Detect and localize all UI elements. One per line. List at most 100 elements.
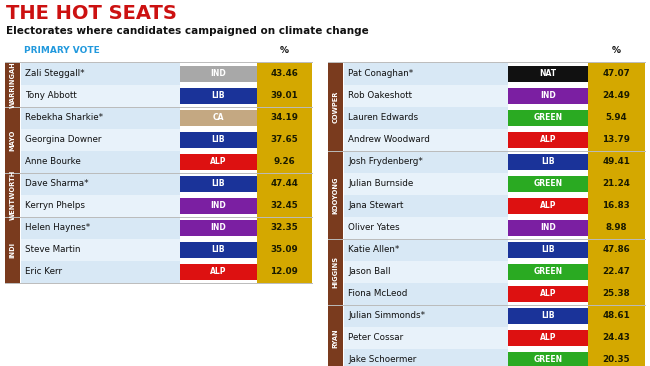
Text: 35.09: 35.09 (270, 246, 298, 254)
Text: GREEN: GREEN (534, 355, 562, 365)
Bar (5, 217, 20, 283)
Bar (508, 242, 588, 258)
Text: 24.43: 24.43 (603, 333, 630, 343)
Bar (179, 110, 257, 126)
Bar (344, 63, 508, 85)
Bar (588, 129, 645, 151)
Text: GREEN: GREEN (534, 179, 562, 188)
Bar (5, 173, 20, 217)
Text: LIB: LIB (541, 246, 554, 254)
Text: 5.94: 5.94 (606, 113, 627, 123)
Text: HIGGINS: HIGGINS (333, 256, 339, 288)
Bar (508, 352, 588, 366)
Bar (257, 173, 312, 195)
Bar (257, 239, 312, 261)
Bar (179, 242, 257, 258)
Bar (257, 195, 312, 217)
Text: 22.47: 22.47 (603, 268, 630, 276)
Bar (588, 305, 645, 327)
Text: PRIMARY VOTE: PRIMARY VOTE (24, 46, 99, 55)
Bar (508, 198, 588, 214)
Bar (588, 261, 645, 283)
Text: IND: IND (211, 224, 226, 232)
Bar (21, 195, 179, 217)
Text: Kerryn Phelps: Kerryn Phelps (25, 202, 85, 210)
Text: 13.79: 13.79 (603, 135, 630, 145)
Bar (257, 85, 312, 107)
Bar (588, 239, 645, 261)
Text: LIB: LIB (211, 92, 225, 101)
Text: ALP: ALP (210, 157, 226, 167)
Bar (5, 107, 20, 173)
Text: Jake Schoermer: Jake Schoermer (348, 355, 417, 365)
Text: Steve Martin: Steve Martin (25, 246, 81, 254)
Bar (179, 220, 257, 236)
Text: KOOYONG: KOOYONG (333, 176, 339, 214)
Text: 9.26: 9.26 (274, 157, 295, 167)
Text: INDI: INDI (10, 242, 16, 258)
Text: Peter Cossar: Peter Cossar (348, 333, 403, 343)
Bar (344, 327, 508, 349)
Bar (588, 63, 645, 85)
Text: LIB: LIB (541, 311, 554, 321)
Bar (344, 283, 508, 305)
Bar (508, 308, 588, 324)
Bar (344, 85, 508, 107)
Text: 48.61: 48.61 (603, 311, 630, 321)
Bar (21, 261, 179, 283)
Bar (344, 129, 508, 151)
Bar (21, 85, 179, 107)
Text: MAYO: MAYO (10, 129, 16, 151)
Bar (344, 107, 508, 129)
Text: 32.35: 32.35 (270, 224, 298, 232)
Text: LIB: LIB (211, 179, 225, 188)
Bar (344, 305, 508, 327)
Text: 43.46: 43.46 (270, 70, 298, 78)
Bar (328, 239, 343, 305)
Text: Jana Stewart: Jana Stewart (348, 202, 404, 210)
Bar (257, 129, 312, 151)
Text: %: % (612, 46, 621, 55)
Bar (588, 217, 645, 239)
Text: 47.86: 47.86 (603, 246, 630, 254)
Text: WENTWORTH: WENTWORTH (10, 170, 16, 220)
Bar (21, 63, 179, 85)
Text: Katie Allen*: Katie Allen* (348, 246, 399, 254)
Text: LIB: LIB (211, 246, 225, 254)
Bar (344, 151, 508, 173)
Text: IND: IND (211, 202, 226, 210)
Bar (257, 261, 312, 283)
Text: ALP: ALP (540, 333, 556, 343)
Text: Dave Sharma*: Dave Sharma* (25, 179, 88, 188)
Text: 16.83: 16.83 (603, 202, 630, 210)
Bar (21, 173, 179, 195)
Bar (508, 154, 588, 170)
Text: Georgina Downer: Georgina Downer (25, 135, 101, 145)
Bar (179, 198, 257, 214)
Bar (508, 176, 588, 192)
Text: Julian Simmonds*: Julian Simmonds* (348, 311, 425, 321)
Bar (257, 63, 312, 85)
Text: 24.49: 24.49 (603, 92, 630, 101)
Text: IND: IND (211, 70, 226, 78)
Bar (21, 107, 179, 129)
Bar (588, 195, 645, 217)
Text: 47.44: 47.44 (270, 179, 298, 188)
Bar (328, 63, 343, 151)
Text: %: % (280, 46, 289, 55)
Text: 32.45: 32.45 (270, 202, 298, 210)
Text: LIB: LIB (211, 135, 225, 145)
Bar (588, 283, 645, 305)
Bar (588, 151, 645, 173)
Bar (508, 220, 588, 236)
Bar (588, 327, 645, 349)
Bar (508, 132, 588, 148)
Bar (344, 349, 508, 366)
Bar (257, 217, 312, 239)
Bar (257, 107, 312, 129)
Bar (21, 217, 179, 239)
Text: 47.07: 47.07 (603, 70, 630, 78)
Bar (257, 151, 312, 173)
Text: ALP: ALP (540, 290, 556, 299)
Text: CA: CA (213, 113, 224, 123)
